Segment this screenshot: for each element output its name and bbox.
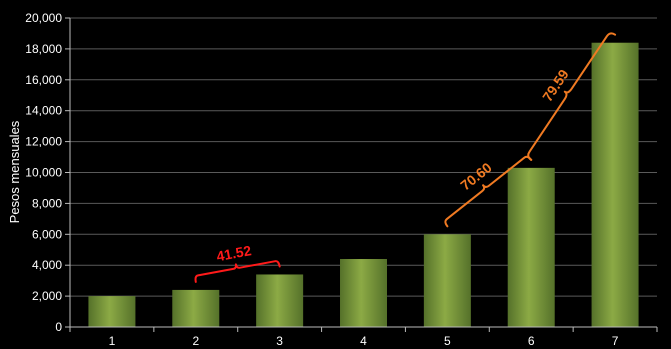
brace (444, 155, 533, 228)
y-tick-label: 6,000 (32, 227, 62, 241)
y-tick-labels: 0 2,000 4,000 6,000 8,000 10,000 12,000 14,000 1… (25, 11, 70, 334)
bar (88, 296, 136, 327)
y-tick-label: 0 (55, 320, 62, 334)
y-tick-label: 14,000 (25, 104, 62, 118)
y-tick-label: 16,000 (25, 73, 62, 87)
x-tick-label: 7 (612, 334, 619, 348)
x-tick-label: 3 (276, 334, 283, 348)
bar (423, 234, 471, 327)
x-tick-label: 6 (528, 334, 535, 348)
bar (172, 289, 220, 327)
x-tick-label: 1 (109, 334, 116, 348)
bars (88, 42, 639, 327)
x-tick-labels: 1 2 3 4 5 6 7 (69, 327, 658, 348)
annotation-label: 41.52 (215, 242, 253, 264)
y-tick-label: 20,000 (25, 11, 62, 25)
x-tick-label: 4 (360, 334, 367, 348)
y-tick-label: 2,000 (32, 289, 62, 303)
y-tick-label: 18,000 (25, 42, 62, 56)
gridlines (70, 17, 657, 297)
brace (194, 260, 281, 283)
y-tick-label: 4,000 (32, 258, 62, 272)
x-tick-label: 5 (444, 334, 451, 348)
y-tick-label: 10,000 (25, 166, 62, 180)
y-axis-title: Pesos mensuales (7, 120, 22, 223)
y-tick-label: 8,000 (32, 196, 62, 210)
bar (256, 274, 304, 327)
brace (527, 32, 617, 161)
x-tick-label: 2 (192, 334, 199, 348)
y-tick-label: 12,000 (25, 135, 62, 149)
bar (507, 167, 555, 327)
bar (340, 259, 387, 327)
annotation-label: 79.59 (539, 66, 572, 104)
bar (591, 42, 639, 327)
annotation-label: 70.60 (457, 159, 495, 193)
